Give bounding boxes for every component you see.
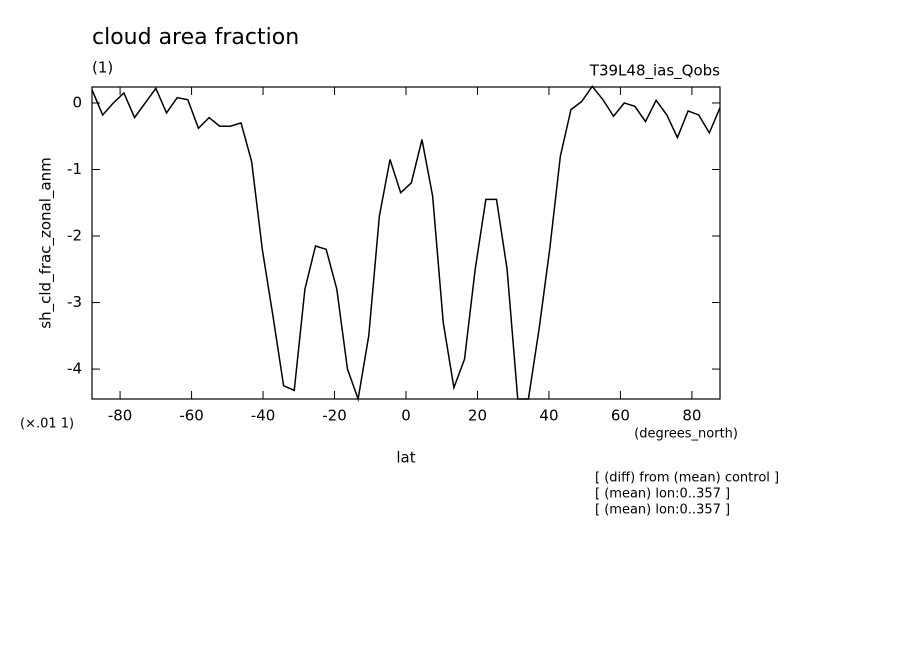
x-tick-label: -20 <box>322 407 347 425</box>
x-tick-label: 0 <box>401 407 411 425</box>
note: [ (mean) lon:0..357 ] <box>595 487 730 502</box>
y-tick-label: -2 <box>67 227 82 245</box>
y-tick-label: -4 <box>67 360 82 378</box>
y-axis-label: sh_cld_frac_zonal_anm <box>37 157 56 328</box>
x-tick-label: 80 <box>682 407 701 425</box>
note: [ (mean) lon:0..357 ] <box>595 503 730 518</box>
x-tick-label: -60 <box>179 407 204 425</box>
y-tick-label: -3 <box>67 293 82 311</box>
x-tick-label: -40 <box>251 407 276 425</box>
plot-frame <box>91 86 721 400</box>
x-tick-label: 20 <box>468 407 487 425</box>
chart-title: cloud area fraction <box>92 25 299 50</box>
x-tick-label: 40 <box>539 407 558 425</box>
x-tick-label: 60 <box>611 407 630 425</box>
chart-subtitle: (1) <box>92 59 113 77</box>
note: [ (diff) from (mean) control ] <box>595 471 779 486</box>
x-axis-unit: (degrees_north) <box>634 427 738 442</box>
y-scale-note: (×.01 1) <box>20 417 74 432</box>
y-tick-label: 0 <box>72 93 82 111</box>
x-axis-label: lat <box>396 449 415 467</box>
run-label: T39L48_ias_Qobs <box>589 62 720 81</box>
y-tick-label: -1 <box>67 160 82 178</box>
x-tick-label: -80 <box>108 407 133 425</box>
data-line <box>91 85 721 402</box>
